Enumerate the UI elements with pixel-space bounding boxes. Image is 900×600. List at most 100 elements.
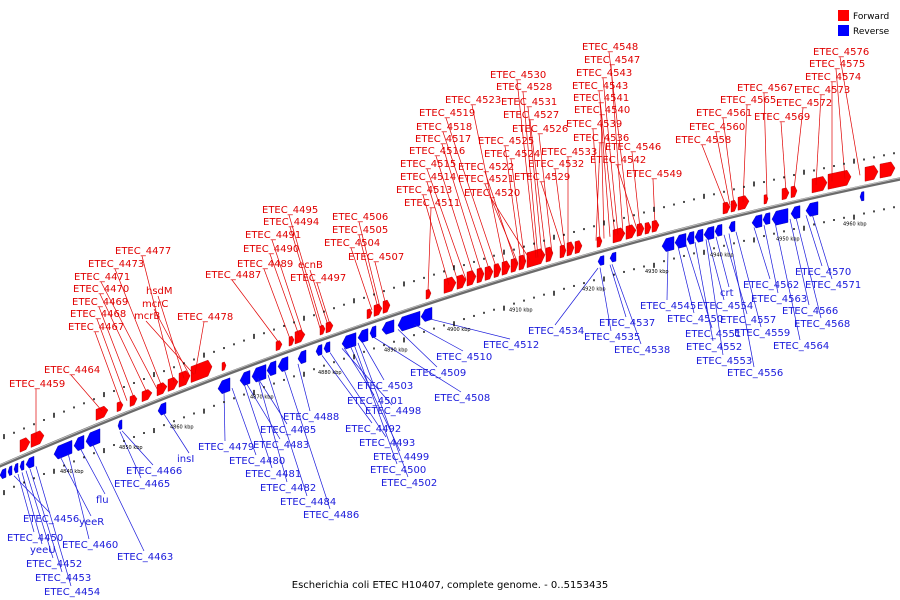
tick-dot bbox=[323, 310, 325, 313]
tick-dot bbox=[543, 293, 545, 296]
forward-gene-label: ETEC_4560 bbox=[689, 122, 745, 133]
reverse-gene-label: ETEC_4510 bbox=[436, 352, 492, 363]
tick-dot bbox=[403, 337, 405, 343]
tick-dot bbox=[833, 165, 835, 168]
reverse-leader-line bbox=[397, 329, 438, 368]
tick-dot bbox=[703, 193, 705, 199]
tick-dot bbox=[23, 427, 25, 430]
tick-dot bbox=[853, 158, 855, 164]
forward-gene bbox=[466, 270, 477, 287]
reverse-gene-label: ETEC_4493 bbox=[359, 438, 415, 449]
kbp-tick-label: 4880 kbp bbox=[318, 370, 342, 376]
reverse-gene-label: yeeR bbox=[79, 517, 104, 528]
forward-gene bbox=[722, 201, 731, 215]
forward-leader-line bbox=[100, 281, 158, 390]
forward-gene bbox=[879, 161, 896, 179]
reverse-gene-label: ETEC_4508 bbox=[434, 393, 490, 404]
reverse-gene-label: ETEC_4460 bbox=[62, 540, 118, 551]
kbp-tick-label: 4940 kbp bbox=[710, 252, 734, 258]
forward-leader-line bbox=[435, 155, 475, 278]
tick-dot bbox=[123, 439, 125, 442]
forward-gene-label: ETEC_4495 bbox=[262, 205, 318, 216]
tick-dot bbox=[853, 214, 855, 220]
forward-gene bbox=[294, 329, 306, 345]
reverse-gene-label: ETEC_4456 bbox=[23, 514, 79, 525]
forward-gene-label: ETEC_4467 bbox=[68, 322, 124, 333]
forward-gene-label: ETEC_4487 bbox=[205, 270, 261, 281]
tick-dot bbox=[293, 375, 295, 378]
tick-dot bbox=[73, 460, 75, 463]
reverse-gene-label: ETEC_4550 bbox=[667, 314, 723, 325]
tick-dot bbox=[413, 334, 415, 337]
tick-dot bbox=[793, 228, 795, 231]
tick-dot bbox=[623, 216, 625, 219]
forward-gene bbox=[574, 240, 583, 254]
reverse-gene-label: ETEC_4484 bbox=[280, 497, 336, 508]
forward-leader-lines bbox=[35, 51, 861, 439]
forward-gene bbox=[781, 187, 790, 201]
reverse-gene-label: ETEC_4564 bbox=[773, 341, 829, 352]
reverse-leader-line bbox=[223, 391, 226, 442]
reverse-gene bbox=[0, 467, 7, 480]
forward-gene bbox=[545, 246, 554, 263]
tick-dot bbox=[303, 315, 305, 321]
forward-leader-line bbox=[445, 117, 498, 270]
reverse-leader-line bbox=[609, 264, 627, 318]
reverse-leader-line bbox=[243, 383, 273, 469]
tick-dot bbox=[713, 247, 715, 250]
forward-gene-label: ETEC_4573 bbox=[794, 85, 850, 96]
tick-dot bbox=[783, 176, 785, 179]
forward-gene-label: ETEC_4514 bbox=[400, 172, 456, 183]
reverse-gene bbox=[25, 455, 35, 469]
reverse-gene-label: ETEC_4450 bbox=[7, 533, 63, 544]
reverse-gene-label: ETEC_4571 bbox=[805, 280, 861, 291]
forward-gene bbox=[366, 308, 373, 320]
tick-dot bbox=[213, 350, 215, 353]
forward-gene-label: ETEC_4464 bbox=[44, 365, 100, 376]
forward-gene-label: ETEC_4478 bbox=[177, 312, 233, 323]
forward-gene bbox=[30, 430, 45, 448]
tick-dot bbox=[723, 244, 725, 247]
forward-gene bbox=[864, 165, 879, 182]
tick-dot bbox=[873, 210, 875, 213]
reverse-gene-label: ETEC_4502 bbox=[381, 478, 437, 489]
reverse-gene-label: ETEC_4551 bbox=[685, 329, 741, 340]
reverse-gene-label: ETEC_4512 bbox=[483, 340, 539, 351]
tick-dot bbox=[273, 328, 275, 331]
reverse-leader-line bbox=[59, 456, 92, 517]
tick-dot bbox=[643, 211, 645, 214]
reverse-gene bbox=[420, 307, 433, 322]
forward-gene-label: hsdM bbox=[146, 286, 173, 297]
tick-dot bbox=[623, 270, 625, 273]
reverse-leader-line bbox=[795, 217, 822, 319]
forward-leader-line bbox=[194, 321, 205, 375]
axis-kbp-labels: 4840 kbp 4850 kbp 4860 kbp 4870 kbp 4880 kbp… bbox=[60, 221, 867, 475]
forward-leader-line bbox=[70, 374, 103, 412]
tick-dot bbox=[823, 221, 825, 224]
tick-dot bbox=[593, 225, 595, 228]
forward-gene bbox=[559, 244, 567, 259]
reverse-gene bbox=[790, 205, 801, 220]
kbp-tick-label: 4920 kbp bbox=[582, 286, 606, 292]
reverse-leader-line bbox=[705, 239, 724, 356]
axis-tick-dots bbox=[3, 152, 895, 496]
forward-gene bbox=[95, 405, 109, 421]
tick-dot bbox=[523, 245, 525, 248]
reverse-leader-line bbox=[429, 318, 511, 340]
tick-dot bbox=[723, 190, 725, 193]
kbp-tick-label: 4930 kbp bbox=[645, 269, 669, 275]
forward-gene bbox=[566, 241, 575, 257]
tick-dot bbox=[653, 262, 655, 268]
forward-gene-label: ETEC_4506 bbox=[332, 212, 388, 223]
tick-dot bbox=[673, 257, 675, 260]
forward-gene-label: ETEC_4547 bbox=[584, 55, 640, 66]
forward-leader-line bbox=[271, 239, 304, 335]
forward-gene-label: ETEC_4490 bbox=[243, 244, 299, 255]
forward-gene bbox=[129, 394, 138, 407]
tick-dot bbox=[773, 232, 775, 235]
reverse-gene-label: ETEC_4566 bbox=[782, 306, 838, 317]
reverse-gene-label: ETEC_4557 bbox=[720, 315, 776, 326]
reverse-gene bbox=[217, 377, 231, 395]
forward-gene bbox=[510, 258, 519, 273]
forward-leader-line bbox=[780, 121, 787, 192]
